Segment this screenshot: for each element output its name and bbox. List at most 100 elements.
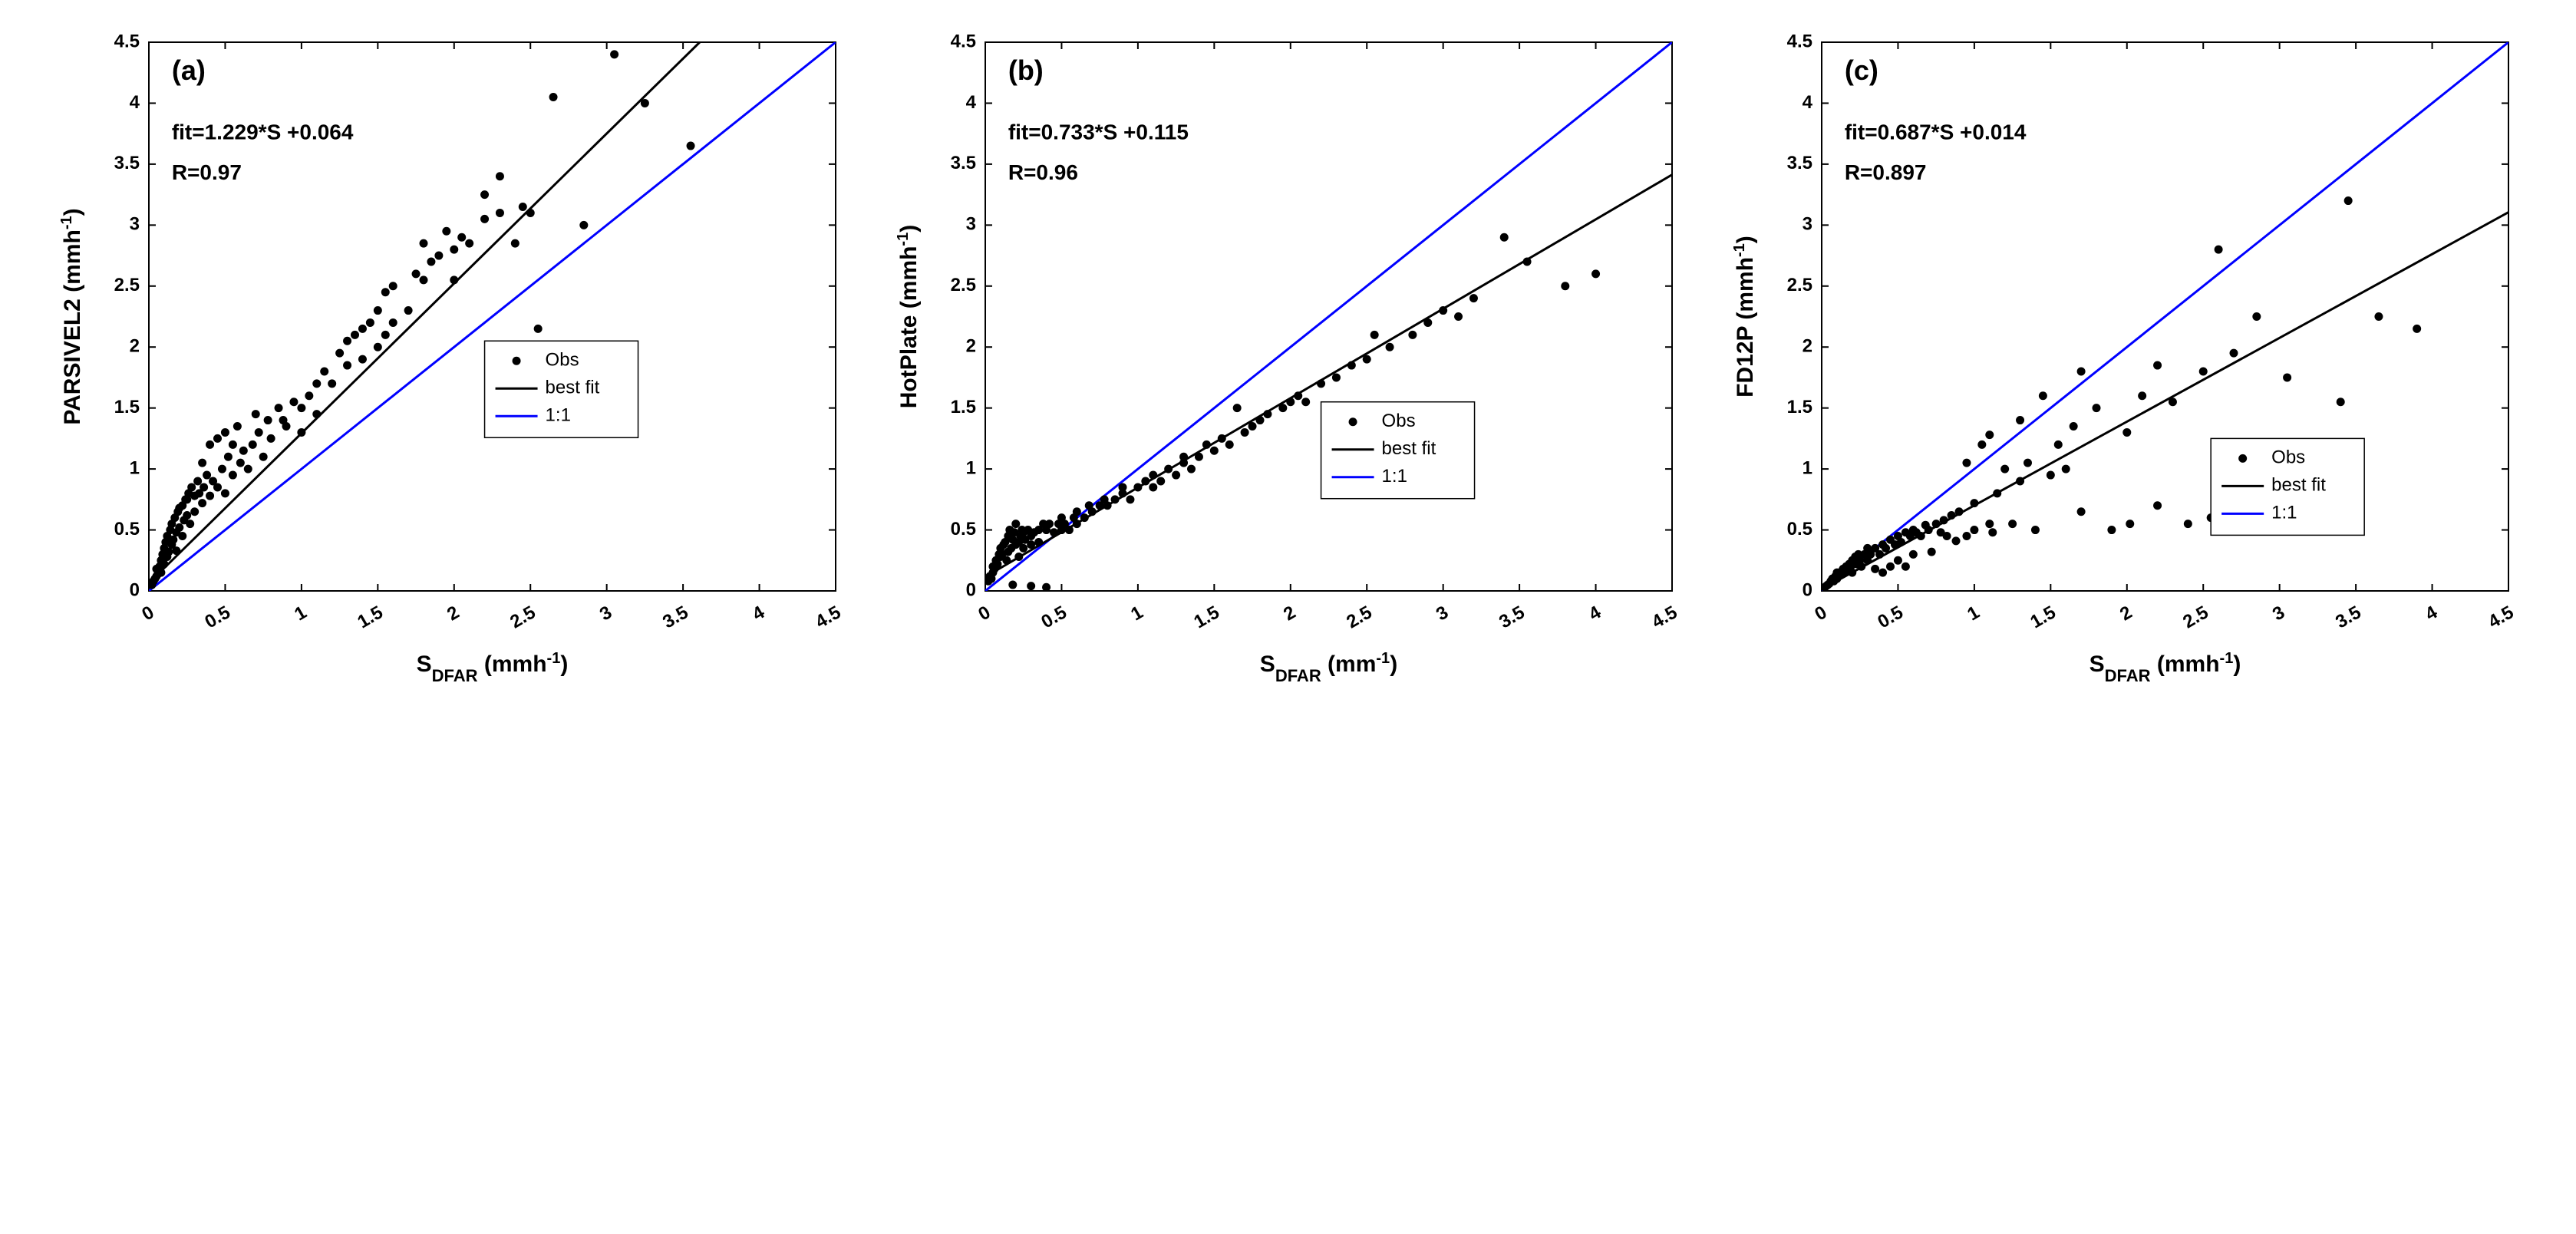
panel-wrap-2: 000.50.5111.51.5222.52.5333.53.5444.54.5…	[1722, 23, 2528, 714]
legend-label: 1:1	[2271, 503, 2297, 523]
obs-point	[1947, 511, 1955, 520]
obs-point	[1878, 569, 1887, 577]
obs-point	[1591, 269, 1600, 278]
obs-point	[1110, 495, 1119, 503]
obs-point	[2076, 507, 2085, 516]
y-tick-label: 3	[965, 214, 975, 235]
obs-point	[510, 239, 519, 248]
obs-point	[213, 483, 222, 491]
figure-row: 000.50.5111.51.5222.52.5333.53.5444.54.5…	[0, 0, 2576, 737]
obs-point	[1179, 453, 1188, 461]
obs-point	[1014, 553, 1023, 561]
obs-point	[297, 404, 305, 412]
obs-point	[1385, 343, 1394, 351]
obs-point	[228, 440, 236, 449]
obs-point	[178, 532, 186, 540]
obs-point	[495, 209, 503, 217]
obs-point	[1985, 431, 1994, 439]
obs-point	[1034, 538, 1043, 546]
obs-point	[2153, 501, 2162, 510]
y-tick-label: 4	[1802, 92, 1812, 113]
obs-point	[2168, 398, 2176, 406]
obs-point	[1164, 465, 1173, 473]
obs-point	[1072, 520, 1080, 528]
obs-point	[343, 337, 351, 345]
obs-point	[1225, 440, 1233, 449]
legend-label: 1:1	[545, 405, 570, 426]
obs-point	[2000, 465, 2009, 473]
obs-point	[1499, 233, 1508, 242]
obs-point	[1294, 391, 1302, 400]
scatter-panel-0: 000.50.5111.51.5222.52.5333.53.5444.54.5…	[49, 23, 855, 714]
obs-point	[1886, 563, 1895, 571]
obs-point	[1857, 563, 1865, 571]
y-tick-label: 0	[1802, 579, 1812, 600]
y-tick-label: 1	[1802, 457, 1812, 478]
y-tick-label: 1	[129, 457, 139, 478]
obs-point	[305, 391, 313, 400]
obs-point	[1901, 563, 1909, 571]
obs-point	[1209, 447, 1218, 455]
obs-point	[1172, 471, 1180, 480]
obs-point	[549, 93, 557, 101]
obs-point	[404, 306, 412, 315]
y-tick-label: 0	[965, 579, 975, 600]
panel-wrap-0: 000.50.5111.51.5222.52.5333.53.5444.54.5…	[49, 23, 855, 714]
obs-point	[1217, 434, 1225, 443]
obs-point	[2092, 404, 2100, 412]
obs-point	[381, 331, 389, 339]
y-tick-label: 1.5	[114, 397, 139, 417]
obs-point	[1370, 331, 1378, 339]
legend-label: 1:1	[1381, 466, 1407, 487]
obs-point	[1362, 355, 1370, 364]
obs-point	[2198, 368, 2207, 376]
legend-label: Obs	[2271, 447, 2305, 468]
obs-point	[172, 546, 180, 555]
obs-point	[2229, 349, 2238, 358]
obs-point	[686, 142, 694, 150]
obs-point	[1045, 520, 1054, 528]
obs-point	[259, 453, 267, 461]
obs-point	[2069, 422, 2077, 431]
obs-point	[2126, 520, 2134, 528]
obs-point	[1347, 361, 1355, 370]
obs-point	[2214, 246, 2222, 254]
obs-point	[2122, 428, 2131, 437]
legend-marker	[2238, 454, 2247, 463]
obs-point	[1848, 569, 1856, 577]
obs-point	[2046, 471, 2054, 480]
obs-point	[373, 306, 381, 315]
obs-point	[297, 428, 305, 437]
obs-point	[220, 428, 229, 437]
obs-point	[243, 465, 252, 473]
obs-point	[254, 428, 262, 437]
obs-point	[2153, 361, 2162, 370]
obs-point	[993, 560, 1001, 569]
obs-point	[1133, 483, 1142, 491]
obs-point	[1011, 520, 1020, 528]
obs-point	[2061, 465, 2070, 473]
obs-point	[266, 434, 275, 443]
obs-point	[1087, 507, 1096, 516]
r-value: R=0.897	[1844, 160, 1926, 184]
obs-point	[1149, 471, 1157, 480]
obs-point	[2252, 312, 2261, 321]
obs-point	[160, 560, 168, 569]
obs-point	[365, 318, 374, 327]
obs-point	[427, 258, 435, 266]
y-tick-label: 3	[129, 214, 139, 235]
obs-point	[1317, 379, 1325, 388]
legend-label: Obs	[1381, 411, 1415, 431]
obs-point	[1985, 520, 1994, 528]
obs-point	[1331, 373, 1340, 381]
obs-point	[1954, 507, 1963, 516]
obs-point	[1064, 526, 1073, 534]
y-tick-label: 3.5	[1786, 153, 1812, 173]
obs-point	[198, 459, 206, 467]
obs-point	[190, 507, 199, 516]
fit-equation: fit=0.687*S +0.014	[1844, 120, 2026, 144]
obs-point	[411, 269, 420, 278]
obs-point	[640, 99, 648, 107]
obs-point	[1469, 294, 1477, 302]
y-tick-label: 0.5	[950, 519, 975, 539]
